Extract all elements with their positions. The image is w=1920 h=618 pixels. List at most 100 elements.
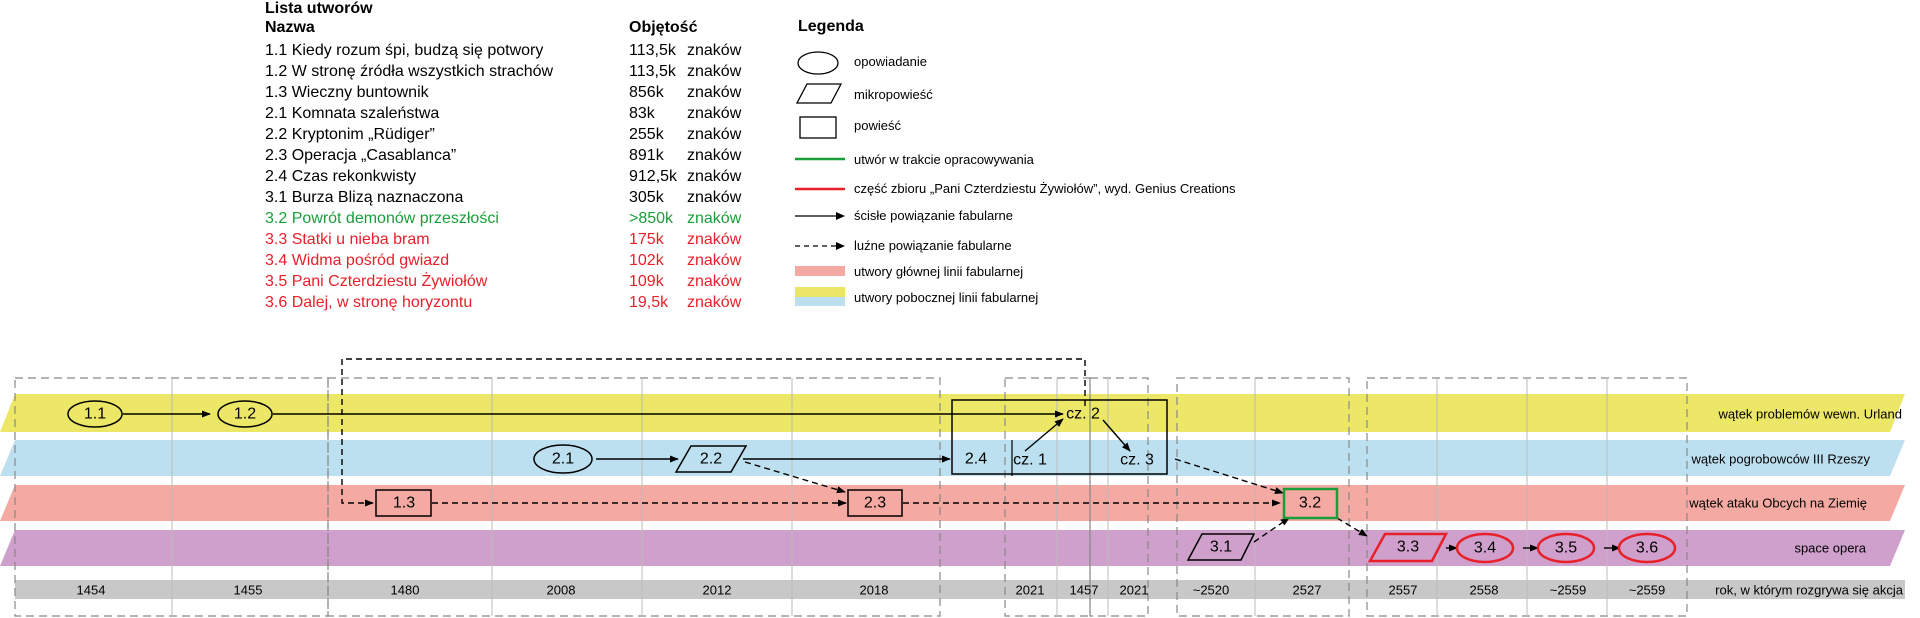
part-cz-1-label: cz. 1 [1013,452,1047,469]
work-name: 1.1 Kiedy rozum śpi, budzą się potwory [265,42,544,59]
year-label: ~2520 [1193,583,1230,598]
work-size: >850k [629,210,674,227]
work-size-unit: znaków [687,84,742,101]
work-size-unit: znaków [687,168,742,185]
work-name: 1.2 W stronę źródła wszystkich strachów [265,63,554,80]
legend-rectangle-icon [799,116,837,139]
node-3-4-label: 3.4 [1474,540,1496,557]
part-cz-3-label: cz. 3 [1120,452,1154,469]
year-label: ~2559 [1629,583,1666,598]
work-size-unit: znaków [687,189,742,206]
legend-parallelogram-icon [795,83,843,104]
work-size: 109k [629,273,664,290]
node-2-3-label: 2.3 [864,495,886,512]
work-name: 2.1 Komnata szaleństwa [265,105,440,122]
work-size-unit: znaków [687,231,742,248]
legend-label-novel: powieść [854,118,901,133]
work-size: 19,5k [629,294,669,311]
arrow-3-2-to-3-3-loose [1336,517,1368,537]
legend-label-micro: mikropowieść [854,87,933,102]
column-header-name: Nazwa [265,19,315,36]
legend-blue-swatch [795,297,845,306]
arrow-cz-2-to-1-3-loose [341,358,1086,507]
work-size: 891k [629,147,664,164]
thread-label-urland: wątek problemów wewn. Urland [1717,407,1902,422]
year-label: 1455 [234,583,263,598]
work-size-unit: znaków [687,210,742,227]
legend-label-loose: luźne powiązanie fabularne [854,238,1012,253]
year-label: 2558 [1470,583,1499,598]
period-frame [1004,377,1091,617]
work-size: 305k [629,189,664,206]
work-size-unit: znaków [687,126,742,143]
node-3-1-parallelogram [1186,533,1256,561]
novel-2-4-container [951,399,1168,475]
work-size-unit: znaków [687,294,742,311]
work-name: 2.4 Czas rekonkwisty [265,168,417,185]
work-name: 2.2 Kryptonim „Rüdiger” [265,126,435,143]
work-name: 3.6 Dalej, w stronę horyzontu [265,294,473,311]
arrow-cz-1-to-cz-2 [1024,418,1064,452]
arrow-cz-2-to-cz-3 [1102,419,1131,452]
work-name: 2.3 Operacja „Casablanca” [265,147,457,164]
node-2-1-ellipse [533,444,593,474]
node-1-3-label: 1.3 [393,495,415,512]
node-1-2-label: 1.2 [234,406,256,423]
period-frame [1089,377,1149,617]
year-label: 2527 [1293,583,1322,598]
period-frame [327,377,941,617]
arrow-2-2-to-2-3-loose [744,461,846,494]
work-size: 175k [629,231,664,248]
year-label: 2018 [860,583,889,598]
legend-title: Legenda [798,18,864,35]
legend-label-collection: część zbioru „Pani Czterdziestu Żywiołów… [854,181,1236,196]
year-axis-band [15,580,1905,599]
work-size: 83k [629,105,655,122]
work-size-unit: znaków [687,252,742,269]
year-label: 2008 [547,583,576,598]
node-3-3-label: 3.3 [1397,539,1419,556]
year-label: 2557 [1389,583,1418,598]
year-label: 1457 [1070,583,1099,598]
year-label: 2012 [703,583,732,598]
node-3-2-label: 3.2 [1299,495,1321,512]
legend-label-side-line: utwory pobocznej linii fabularnej [854,290,1039,305]
node-2-2-label: 2.2 [700,451,722,468]
work-name: 3.5 Pani Czterdziestu Żywiołów [265,273,488,290]
node-1-2-ellipse [217,400,273,428]
node-3-5-label: 3.5 [1555,540,1577,557]
node-2-2-parallelogram [674,445,748,473]
node-3-6-ellipse [1617,532,1677,564]
year-label: ~2559 [1550,583,1587,598]
work-size: 113,5k [629,63,676,80]
work-size: 102k [629,252,664,269]
legend-yellow-swatch [795,287,845,297]
legend-ellipse-icon [797,51,839,75]
work-name: 3.1 Burza Blizą naznaczona [265,189,464,206]
thread-label-space-opera: space opera [1794,541,1866,556]
thread-label-reich: wątek pogrobowców III Rzeszy [1691,452,1871,467]
work-name: 3.3 Statki u nieba bram [265,231,430,248]
node-1-3-rect [375,489,432,517]
work-size-unit: znaków [687,273,742,290]
period-frame [1176,377,1350,617]
node-1-1-label: 1.1 [84,406,106,423]
legend-symbols [795,51,845,306]
column-header-volume: Objętość [629,19,698,36]
year-label: 2021 [1016,583,1045,598]
year-axis-caption: rok, w którym rozgrywa się akcja [1715,583,1904,598]
work-size-unit: znaków [687,63,742,80]
year-label: 1480 [391,583,420,598]
legend-label-story: opowiadanie [854,54,928,69]
arrow-3-1-to-3-2-loose [1253,517,1290,543]
work-size: 912,5k [629,168,678,185]
work-size: 856k [629,84,664,101]
work-name: 1.3 Wieczny buntownik [265,84,429,101]
node-3-3-parallelogram [1367,532,1449,563]
work-size: 255k [629,126,664,143]
work-size-unit: znaków [687,42,742,59]
node-3-1-label: 3.1 [1210,539,1232,556]
node-1-1-ellipse [67,400,123,428]
arrow-cz-3-to-3-2-loose [1174,458,1284,495]
